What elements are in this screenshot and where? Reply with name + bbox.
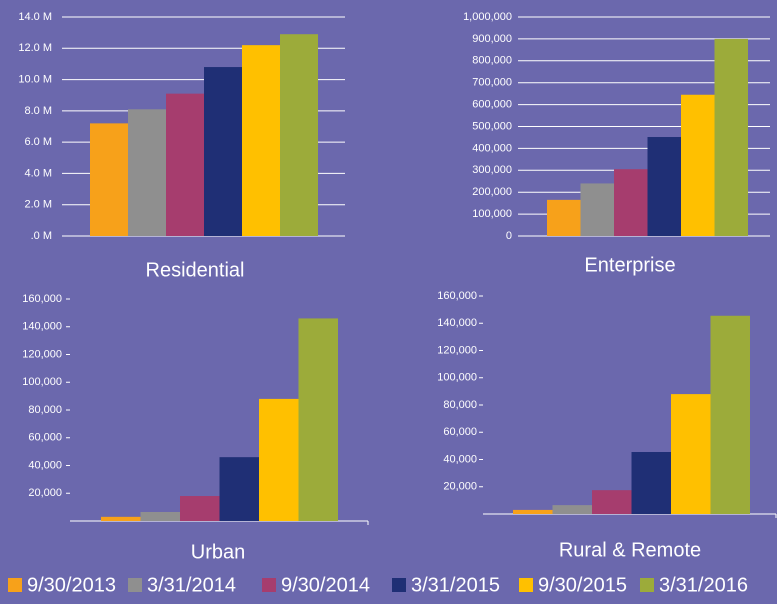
bar bbox=[513, 509, 553, 514]
y-tick-label: 140,000 bbox=[437, 317, 477, 329]
bar bbox=[204, 67, 242, 236]
bar bbox=[681, 94, 715, 237]
legend-swatch bbox=[262, 578, 276, 592]
bar bbox=[580, 183, 614, 236]
legend-label: 9/30/2014 bbox=[281, 574, 370, 596]
legend-swatch bbox=[8, 578, 22, 592]
legend-label: 3/31/2016 bbox=[659, 574, 748, 596]
y-tick-label: 14.0 M bbox=[18, 11, 52, 23]
y-tick-label: 100,000 bbox=[437, 372, 477, 384]
legend-label: 9/30/2013 bbox=[27, 574, 116, 596]
y-tick-label: 900,000 bbox=[472, 33, 512, 45]
legend-swatch bbox=[640, 578, 654, 592]
bar bbox=[671, 394, 711, 514]
y-tick-label: 500,000 bbox=[472, 120, 512, 132]
bar bbox=[90, 123, 128, 236]
y-tick-label: 40,000 bbox=[443, 453, 477, 465]
y-tick-label: 20,000 bbox=[443, 481, 477, 493]
y-tick-label: 100,000 bbox=[472, 208, 512, 220]
y-tick-label: 6.0 M bbox=[24, 136, 52, 148]
legend-swatch bbox=[392, 578, 406, 592]
y-tick-label: 80,000 bbox=[443, 399, 477, 411]
y-tick-label: 10.0 M bbox=[18, 73, 52, 85]
bar bbox=[547, 199, 581, 236]
y-tick-label: 100,000 bbox=[22, 376, 62, 388]
y-tick-label: 400,000 bbox=[472, 142, 512, 154]
bar bbox=[259, 398, 299, 521]
y-tick-label: 600,000 bbox=[472, 99, 512, 111]
bar bbox=[710, 315, 750, 514]
bar bbox=[714, 38, 748, 237]
y-tick-label: 300,000 bbox=[472, 164, 512, 176]
chart-title: Residential bbox=[146, 259, 245, 281]
y-tick-label: 200,000 bbox=[472, 186, 512, 198]
legend-label: 9/30/2015 bbox=[538, 574, 627, 596]
bar bbox=[219, 457, 259, 521]
bar bbox=[614, 169, 648, 236]
legend-swatch bbox=[128, 578, 142, 592]
y-tick-label: 60,000 bbox=[28, 432, 62, 444]
y-tick-label: 700,000 bbox=[472, 77, 512, 89]
bar bbox=[592, 490, 632, 514]
bar bbox=[552, 505, 592, 514]
y-tick-label: 60,000 bbox=[443, 426, 477, 438]
y-tick-label: 2.0 M bbox=[24, 199, 52, 211]
bar bbox=[280, 34, 318, 237]
legend-label: 3/31/2014 bbox=[147, 574, 236, 596]
bar bbox=[631, 452, 671, 514]
legend-swatch bbox=[519, 578, 533, 592]
chart-title: Rural & Remote bbox=[559, 539, 701, 561]
y-tick-label: 20,000 bbox=[28, 487, 62, 499]
y-tick-label: 160,000 bbox=[22, 293, 62, 305]
bar bbox=[647, 137, 681, 236]
y-tick-label: 4.0 M bbox=[24, 167, 52, 179]
y-tick-label: 40,000 bbox=[28, 459, 62, 471]
y-tick-label: 12.0 M bbox=[18, 42, 52, 54]
y-tick-label: 80,000 bbox=[28, 404, 62, 416]
bar bbox=[140, 511, 180, 521]
chart-title: Urban bbox=[191, 541, 245, 563]
bar bbox=[180, 496, 220, 521]
bar bbox=[166, 93, 204, 237]
y-tick-label: 800,000 bbox=[472, 55, 512, 67]
y-tick-label: 8.0 M bbox=[24, 105, 52, 117]
y-tick-label: 120,000 bbox=[22, 348, 62, 360]
y-tick-label: .0 M bbox=[31, 230, 52, 242]
y-tick-label: 120,000 bbox=[437, 344, 477, 356]
y-tick-label: 1,000,000 bbox=[463, 11, 512, 23]
bar bbox=[128, 109, 166, 236]
legend-label: 3/31/2015 bbox=[411, 574, 500, 596]
chart-title: Enterprise bbox=[584, 254, 675, 276]
bar bbox=[298, 318, 338, 521]
bar bbox=[242, 45, 280, 237]
bar bbox=[101, 516, 141, 521]
y-tick-label: 0 bbox=[506, 230, 512, 242]
y-tick-label: 160,000 bbox=[437, 290, 477, 302]
y-tick-label: 140,000 bbox=[22, 321, 62, 333]
